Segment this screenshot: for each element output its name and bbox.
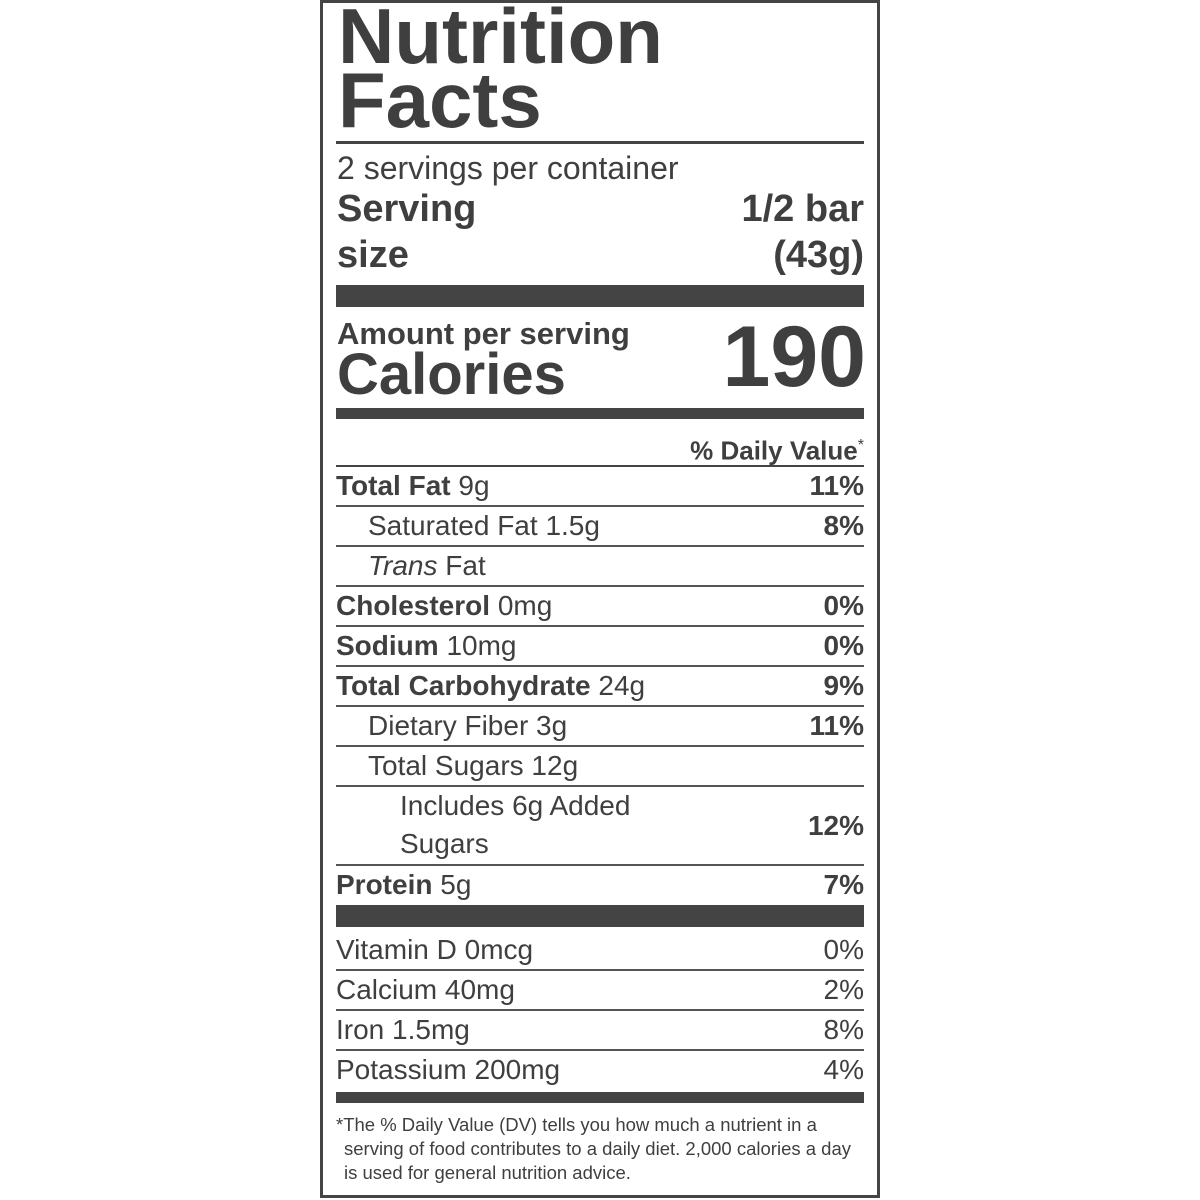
nutrition-facts-label: Nutrition Facts 2 servings per container… — [320, 0, 880, 1198]
divider — [336, 465, 864, 467]
nutrient-dv: 0% — [823, 630, 864, 661]
serving-size-label-2: size — [337, 234, 409, 276]
nutrient-name: Saturated Fat — [368, 510, 538, 541]
nutrient-amount: 1.5g — [545, 510, 600, 541]
nutrient-row-added-sugars: Includes 6g Added Sugars 12% — [336, 787, 864, 866]
footnote: *The % Daily Value (DV) tells you how mu… — [336, 1114, 851, 1183]
vitamin-row-vitamin-d: Vitamin D 0mcg 0% — [336, 931, 864, 971]
title-nutrition: Nutrition — [338, 0, 663, 80]
nutrient-amount: 12g — [531, 750, 579, 781]
nutrient-row-protein: Protein 5g 7% — [336, 866, 864, 906]
nutrient-amount: 5g — [440, 869, 472, 900]
vitamin-label: Potassium 200mg — [336, 1054, 561, 1085]
nutrient-amount: 24g — [598, 670, 646, 701]
nutrient-name: Trans — [368, 550, 438, 581]
calories-value: 190 — [722, 309, 867, 405]
vitamin-dv: 0% — [823, 934, 864, 965]
vitamin-label: Iron 1.5mg — [336, 1014, 470, 1045]
nutrient-dv: 9% — [823, 670, 864, 701]
nutrient-name: Total Sugars — [368, 750, 524, 781]
nutrient-row-total-sugars: Total Sugars 12g — [336, 747, 864, 787]
servings-per-container: 2 servings per container — [337, 150, 679, 186]
vitamin-label: Vitamin D 0mcg — [336, 934, 534, 965]
nutrient-name: Cholesterol — [336, 590, 491, 621]
nutrient-name: Dietary Fiber — [368, 710, 529, 741]
nutrient-dv: 11% — [809, 470, 865, 501]
nutrient-dv: 12% — [807, 810, 864, 841]
vitamin-row-calcium: Calcium 40mg 2% — [336, 971, 864, 1011]
nutrient-row-saturated-fat: Saturated Fat 1.5g 8% — [336, 507, 864, 547]
nutrient-amount: 10mg — [446, 630, 517, 661]
nutrient-dv: 7% — [823, 869, 864, 900]
nutrient-name: Protein — [336, 869, 433, 900]
nutrient-dv: 11% — [809, 710, 865, 741]
nutrient-row-sodium: Sodium 10mg 0% — [336, 627, 864, 667]
title-facts: Facts — [338, 56, 542, 144]
vitamin-row-iron: Iron 1.5mg 8% — [336, 1011, 864, 1051]
serving-size-grams: (43g) — [773, 234, 864, 276]
nutrient-name: Includes 6g Added — [400, 790, 631, 821]
vitamin-dv: 8% — [823, 1014, 864, 1045]
divider — [336, 141, 864, 144]
vitamin-row-potassium: Potassium 200mg 4% — [336, 1051, 864, 1091]
thick-bar — [336, 905, 864, 927]
medium-bar — [336, 408, 864, 419]
nutrient-amount: 0mg — [497, 590, 553, 621]
thick-bar — [336, 285, 864, 307]
daily-value-header: % Daily Value* — [690, 429, 864, 468]
nutrient-row-cholesterol: Cholesterol 0mg 0% — [336, 587, 864, 627]
nutrient-amount: Sugars — [400, 828, 489, 859]
vitamin-dv: 2% — [823, 974, 864, 1005]
vitamin-dv: 4% — [823, 1054, 864, 1085]
nutrient-row-dietary-fiber: Dietary Fiber 3g 11% — [336, 707, 864, 747]
serving-size-value: 1/2 bar — [741, 188, 864, 230]
asterisk: * — [857, 437, 864, 454]
nutrient-amount: 3g — [536, 710, 568, 741]
nutrient-dv: 8% — [823, 510, 864, 541]
nutrient-dv: 0% — [823, 590, 864, 621]
nutrient-name: Total Carbohydrate — [336, 670, 591, 701]
daily-value-text: % Daily Value — [690, 435, 858, 466]
amount-per-serving: Amount per serving — [337, 316, 630, 351]
nutrient-row-trans-fat: Trans Fat — [336, 547, 864, 587]
vitamin-label: Calcium 40mg — [336, 974, 515, 1005]
nutrient-row-total-fat: Total Fat 9g 11% — [336, 467, 864, 507]
calories-label: Calories — [337, 342, 566, 407]
medium-bar — [336, 1092, 864, 1103]
nutrient-name: Sodium — [336, 630, 439, 661]
serving-size-label: Serving — [337, 188, 477, 230]
nutrient-amount: Fat — [445, 550, 486, 581]
nutrient-amount: 9g — [458, 470, 490, 501]
nutrient-name: Total Fat — [336, 470, 451, 501]
nutrient-row-total-carbohydrate: Total Carbohydrate 24g 9% — [336, 667, 864, 707]
